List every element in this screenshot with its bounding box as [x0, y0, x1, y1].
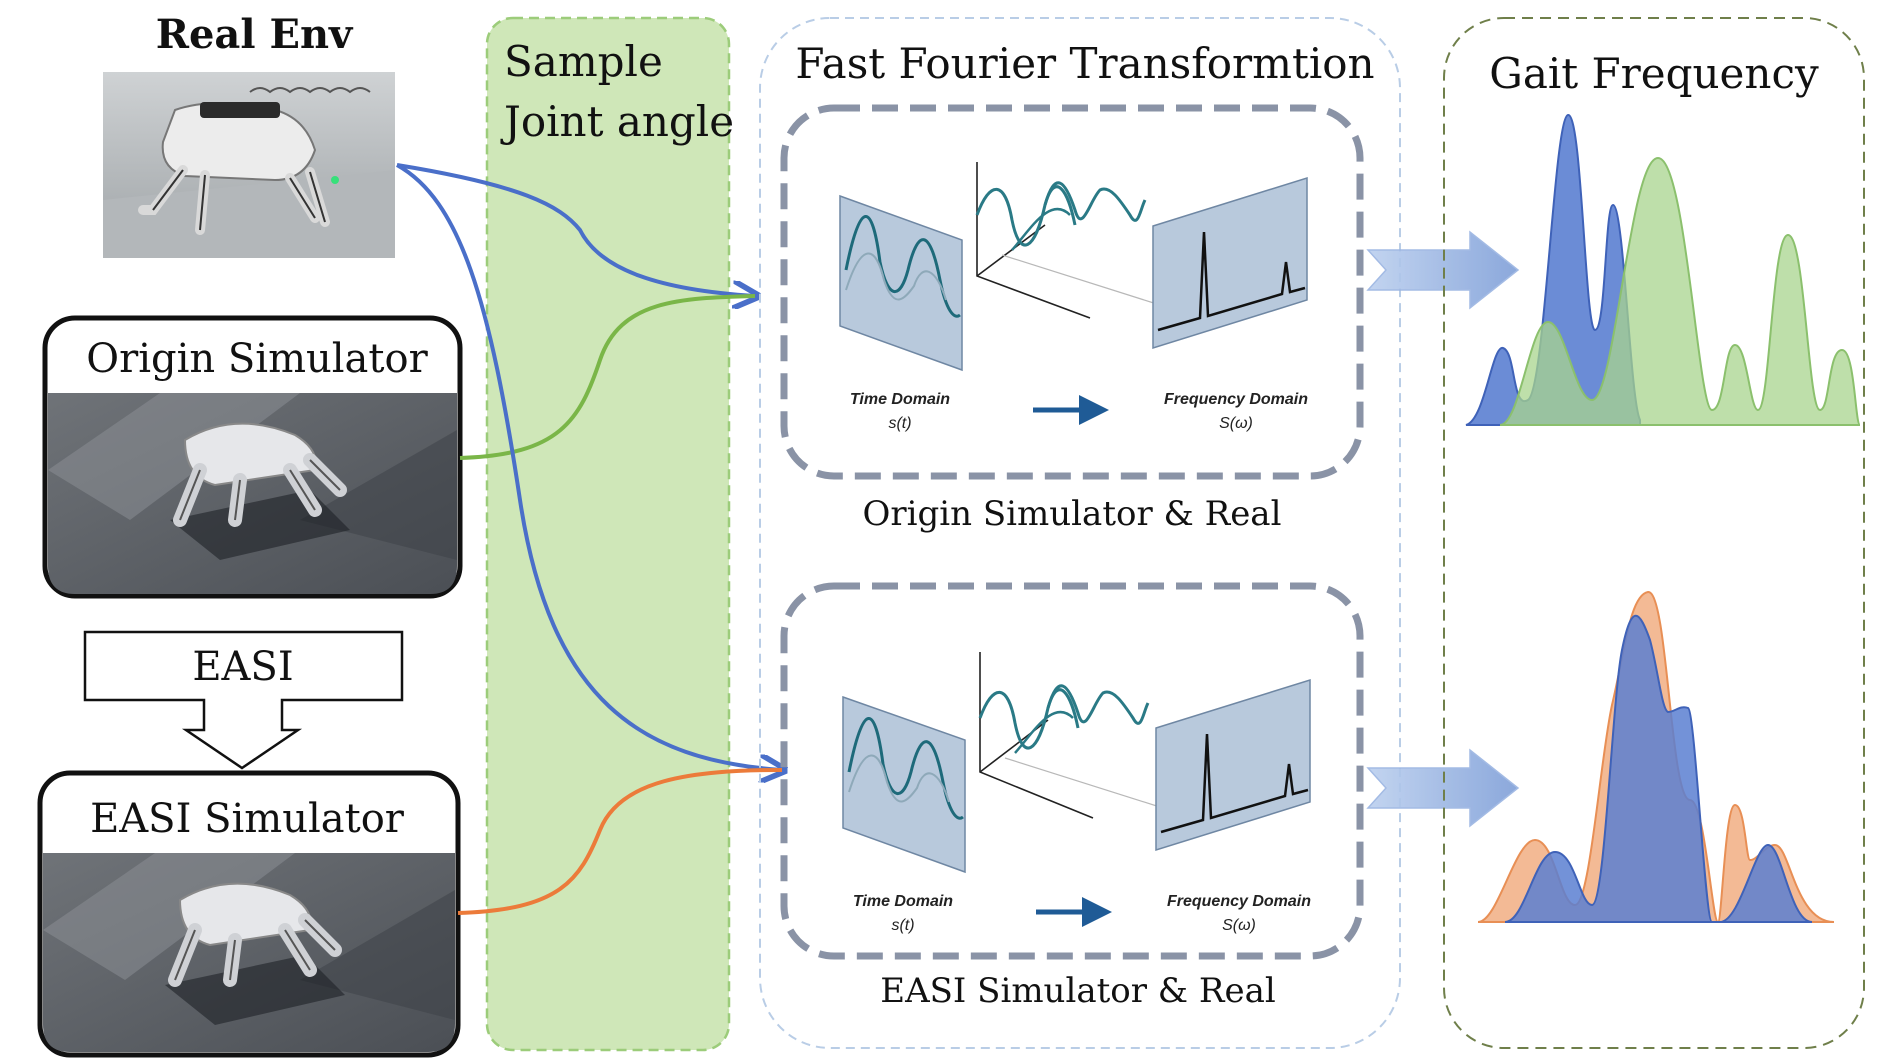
time-domain-label: Time Domain — [853, 893, 953, 910]
easi-process-arrow: EASI — [83, 630, 404, 770]
frequency-domain-plot — [1152, 176, 1308, 350]
real-gait-spectrum — [1465, 113, 1641, 426]
real-to-easi-connector — [396, 163, 782, 770]
fft-region: Fast Fourier Transformtion Time Dom — [759, 17, 1401, 1049]
frequency-domain-label: Frequency Domain — [1167, 893, 1311, 910]
real-env-title: Real Env — [156, 11, 354, 58]
origin-sim-gait-spectrum — [1499, 156, 1861, 426]
frequency-domain-plot — [1155, 678, 1311, 852]
fft-to-gait-arrow-bottom — [1366, 748, 1520, 828]
frequency-domain-label: Frequency Domain — [1164, 391, 1308, 408]
fft-panel-origin: Time Domain s(t) Frequency Domain S(ω) — [780, 104, 1364, 480]
frequency-domain-sub: S(ω) — [1222, 917, 1256, 934]
real-env-block: Real Env — [103, 11, 395, 258]
origin-sim-connector — [459, 294, 756, 460]
signal-axes — [975, 162, 1161, 319]
time-domain-plot — [842, 695, 966, 874]
sample-label-line2: Joint angle — [500, 97, 734, 146]
gait-spectrum-origin — [1465, 113, 1861, 426]
real-robot-photo — [103, 72, 395, 258]
frequency-domain-sub: S(ω) — [1219, 415, 1253, 432]
signal-connectors — [396, 163, 783, 915]
origin-sim-render — [48, 393, 457, 594]
origin-simulator-block: Origin Simulator — [42, 315, 463, 599]
sample-label-line1: Sample — [504, 37, 663, 86]
gait-spectrum-easi — [1477, 590, 1835, 924]
signal-axes — [978, 652, 1164, 819]
origin-simulator-title: Origin Simulator — [86, 336, 428, 382]
easi-caption: EASI Simulator & Real — [880, 971, 1275, 1011]
easi-simulator-title: EASI Simulator — [90, 796, 405, 842]
fft-panel-easi: Time Domain s(t) Frequency Domain S(ω) — [780, 582, 1364, 960]
real-gait-spectrum-easi — [1504, 614, 1813, 923]
gait-frequency-title: Gait Frequency — [1489, 49, 1819, 98]
sample-column: Sample Joint angle — [485, 16, 734, 1052]
time-domain-plot — [839, 194, 963, 372]
time-domain-sub: s(t) — [888, 415, 911, 432]
time-domain-sub: s(t) — [891, 917, 914, 934]
fft-title: Fast Fourier Transformtion — [795, 39, 1374, 88]
easi-simulator-block: EASI Simulator — [37, 770, 461, 1058]
easi-sim-connector — [457, 768, 783, 915]
easi-label: EASI — [192, 644, 293, 690]
origin-caption: Origin Simulator & Real — [863, 494, 1282, 534]
easi-sim-render — [43, 853, 455, 1052]
gait-frequency-region: Gait Frequency — [1443, 17, 1865, 1049]
real-to-origin-connector — [396, 163, 755, 296]
time-domain-label: Time Domain — [850, 391, 950, 408]
